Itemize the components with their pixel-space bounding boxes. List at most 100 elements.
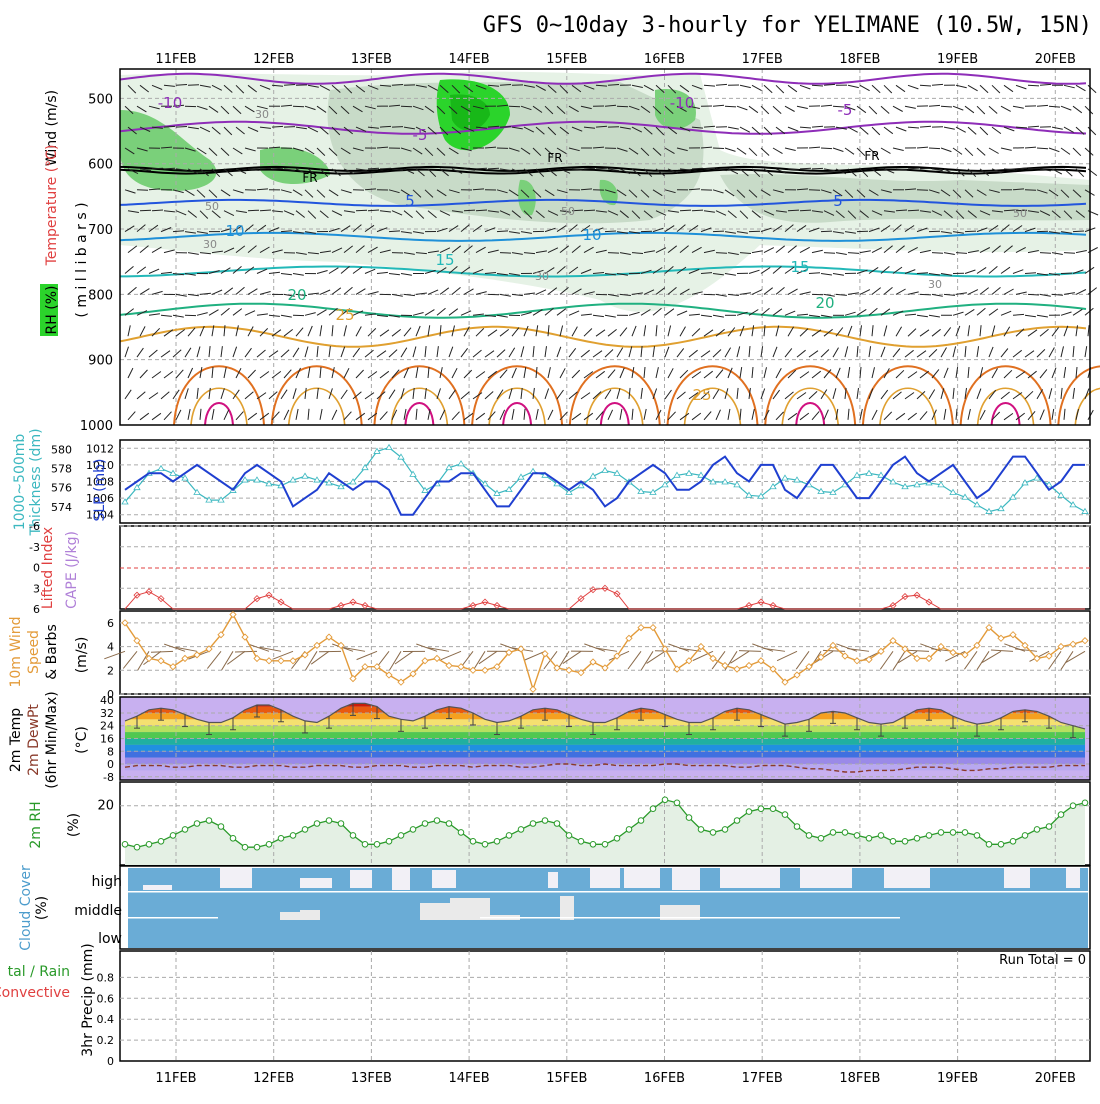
wind-barb: [497, 350, 505, 358]
isotherm-30-inner: [587, 388, 643, 425]
rh2m-point: [326, 818, 332, 824]
wind-barb: [764, 248, 774, 253]
wind-barb: [905, 314, 916, 315]
rh2m-point: [698, 827, 704, 833]
cloud-divider: [128, 891, 1088, 893]
wind-barb: [389, 231, 400, 232]
wind-barb: [716, 410, 721, 420]
cloud-gap-middle: [300, 910, 320, 920]
wind-barb: [548, 325, 549, 336]
wind-barb: [317, 346, 318, 357]
wind-barb: [392, 127, 403, 128]
wind-barb: [893, 349, 900, 358]
cloud-gap-middle: [560, 896, 574, 920]
rh2m-point: [302, 827, 308, 833]
wind-barb: [848, 127, 858, 132]
wind-barb: [800, 168, 811, 169]
wind-barb: [605, 315, 616, 317]
wind-barb: [620, 409, 622, 420]
wind-barb: [497, 231, 508, 232]
wind10m-label-3: & Barbs: [44, 624, 60, 680]
wind-barb: [800, 85, 810, 89]
thickness-tick-578: 578: [51, 463, 72, 476]
precip-panel: 0.80.60.40.20 Run Total = 0 tal / Rain C…: [0, 943, 1090, 1068]
wind-barb: [245, 311, 255, 316]
wind-barb: [401, 348, 407, 357]
wind-barb: [725, 106, 736, 107]
wind-barb: [164, 126, 175, 127]
wind-barb: [524, 409, 525, 420]
top-date-label-8: 19FEB: [937, 52, 978, 67]
rh2m-point: [278, 836, 284, 842]
wind10m-label-4: (m/s): [74, 637, 90, 674]
wind-barb: [920, 126, 931, 127]
wind-barb: [320, 367, 321, 378]
temp-tick-16: 16: [100, 733, 114, 746]
wind-barb: [980, 127, 988, 135]
wind-barb: [1076, 290, 1086, 295]
isotherm-35-arch: [601, 403, 629, 425]
wind-barb: [677, 348, 684, 357]
wind-barb: [1040, 369, 1047, 378]
contour-label: 50: [561, 205, 575, 218]
rh2m-point: [638, 818, 644, 824]
rh2m-point: [878, 833, 884, 839]
contour-label: FR: [864, 149, 879, 163]
wind-barb: [968, 409, 970, 420]
contour-label: 30: [928, 278, 942, 291]
rh2m-point: [1082, 800, 1088, 806]
wind-barb: [377, 351, 386, 357]
wind-barb: [188, 85, 199, 86]
rh2m-point: [518, 827, 524, 833]
wind-barb: [704, 371, 713, 378]
wind-barb: [269, 315, 280, 316]
wind-barb: [329, 268, 338, 274]
wind-barb: [677, 392, 686, 399]
wind-barb: [284, 410, 289, 420]
rh2m-point: [602, 842, 608, 848]
wind-barb: [476, 328, 484, 336]
wind-barb: [629, 346, 632, 357]
wind-barb: [161, 351, 170, 357]
wind-barb: [1088, 85, 1096, 92]
wind-barb: [788, 413, 797, 420]
wind-barb: [929, 148, 940, 149]
wind10m-label: 10m Wind: [8, 616, 24, 687]
rh2m-point: [926, 833, 932, 839]
li-tick-0: 0: [33, 562, 40, 575]
wind-barb: [665, 309, 674, 316]
rh2m-point: [386, 839, 392, 845]
wind-barb: [449, 390, 455, 399]
wind-barb: [584, 168, 595, 169]
wind-barb: [701, 351, 710, 357]
bottom-date-label-9: 20FEB: [1035, 1071, 1076, 1086]
wind-barb: [1037, 315, 1048, 317]
wind-barb: [692, 168, 703, 169]
wind-barb: [872, 325, 873, 336]
wind-barb: [809, 351, 818, 357]
wind-barb: [1073, 106, 1082, 113]
top-date-label-4: 15FEB: [546, 52, 587, 67]
wind-barb: [440, 325, 441, 336]
wind-barb: [773, 309, 782, 316]
wind-barb: [221, 388, 224, 399]
wind-barb: [689, 314, 700, 315]
wind-barb: [800, 413, 809, 420]
wind-barb: [644, 367, 645, 378]
rh2m-point: [650, 806, 656, 812]
contour-label: 25: [335, 306, 354, 324]
wind-barb: [908, 372, 917, 378]
wind-barb: [548, 367, 550, 378]
wind-barb: [584, 210, 595, 211]
wind-barb: [284, 127, 295, 128]
wind-barb: [125, 266, 134, 273]
wind-barb: [248, 413, 257, 420]
rh2m-point: [218, 824, 224, 830]
wind-barb: [272, 168, 283, 169]
wind-barb: [800, 247, 810, 252]
wind-barb: [848, 326, 852, 336]
wind-barb: [596, 330, 605, 336]
contour-label: 5: [405, 192, 415, 210]
precip-label-2: Convective: [0, 985, 70, 1001]
